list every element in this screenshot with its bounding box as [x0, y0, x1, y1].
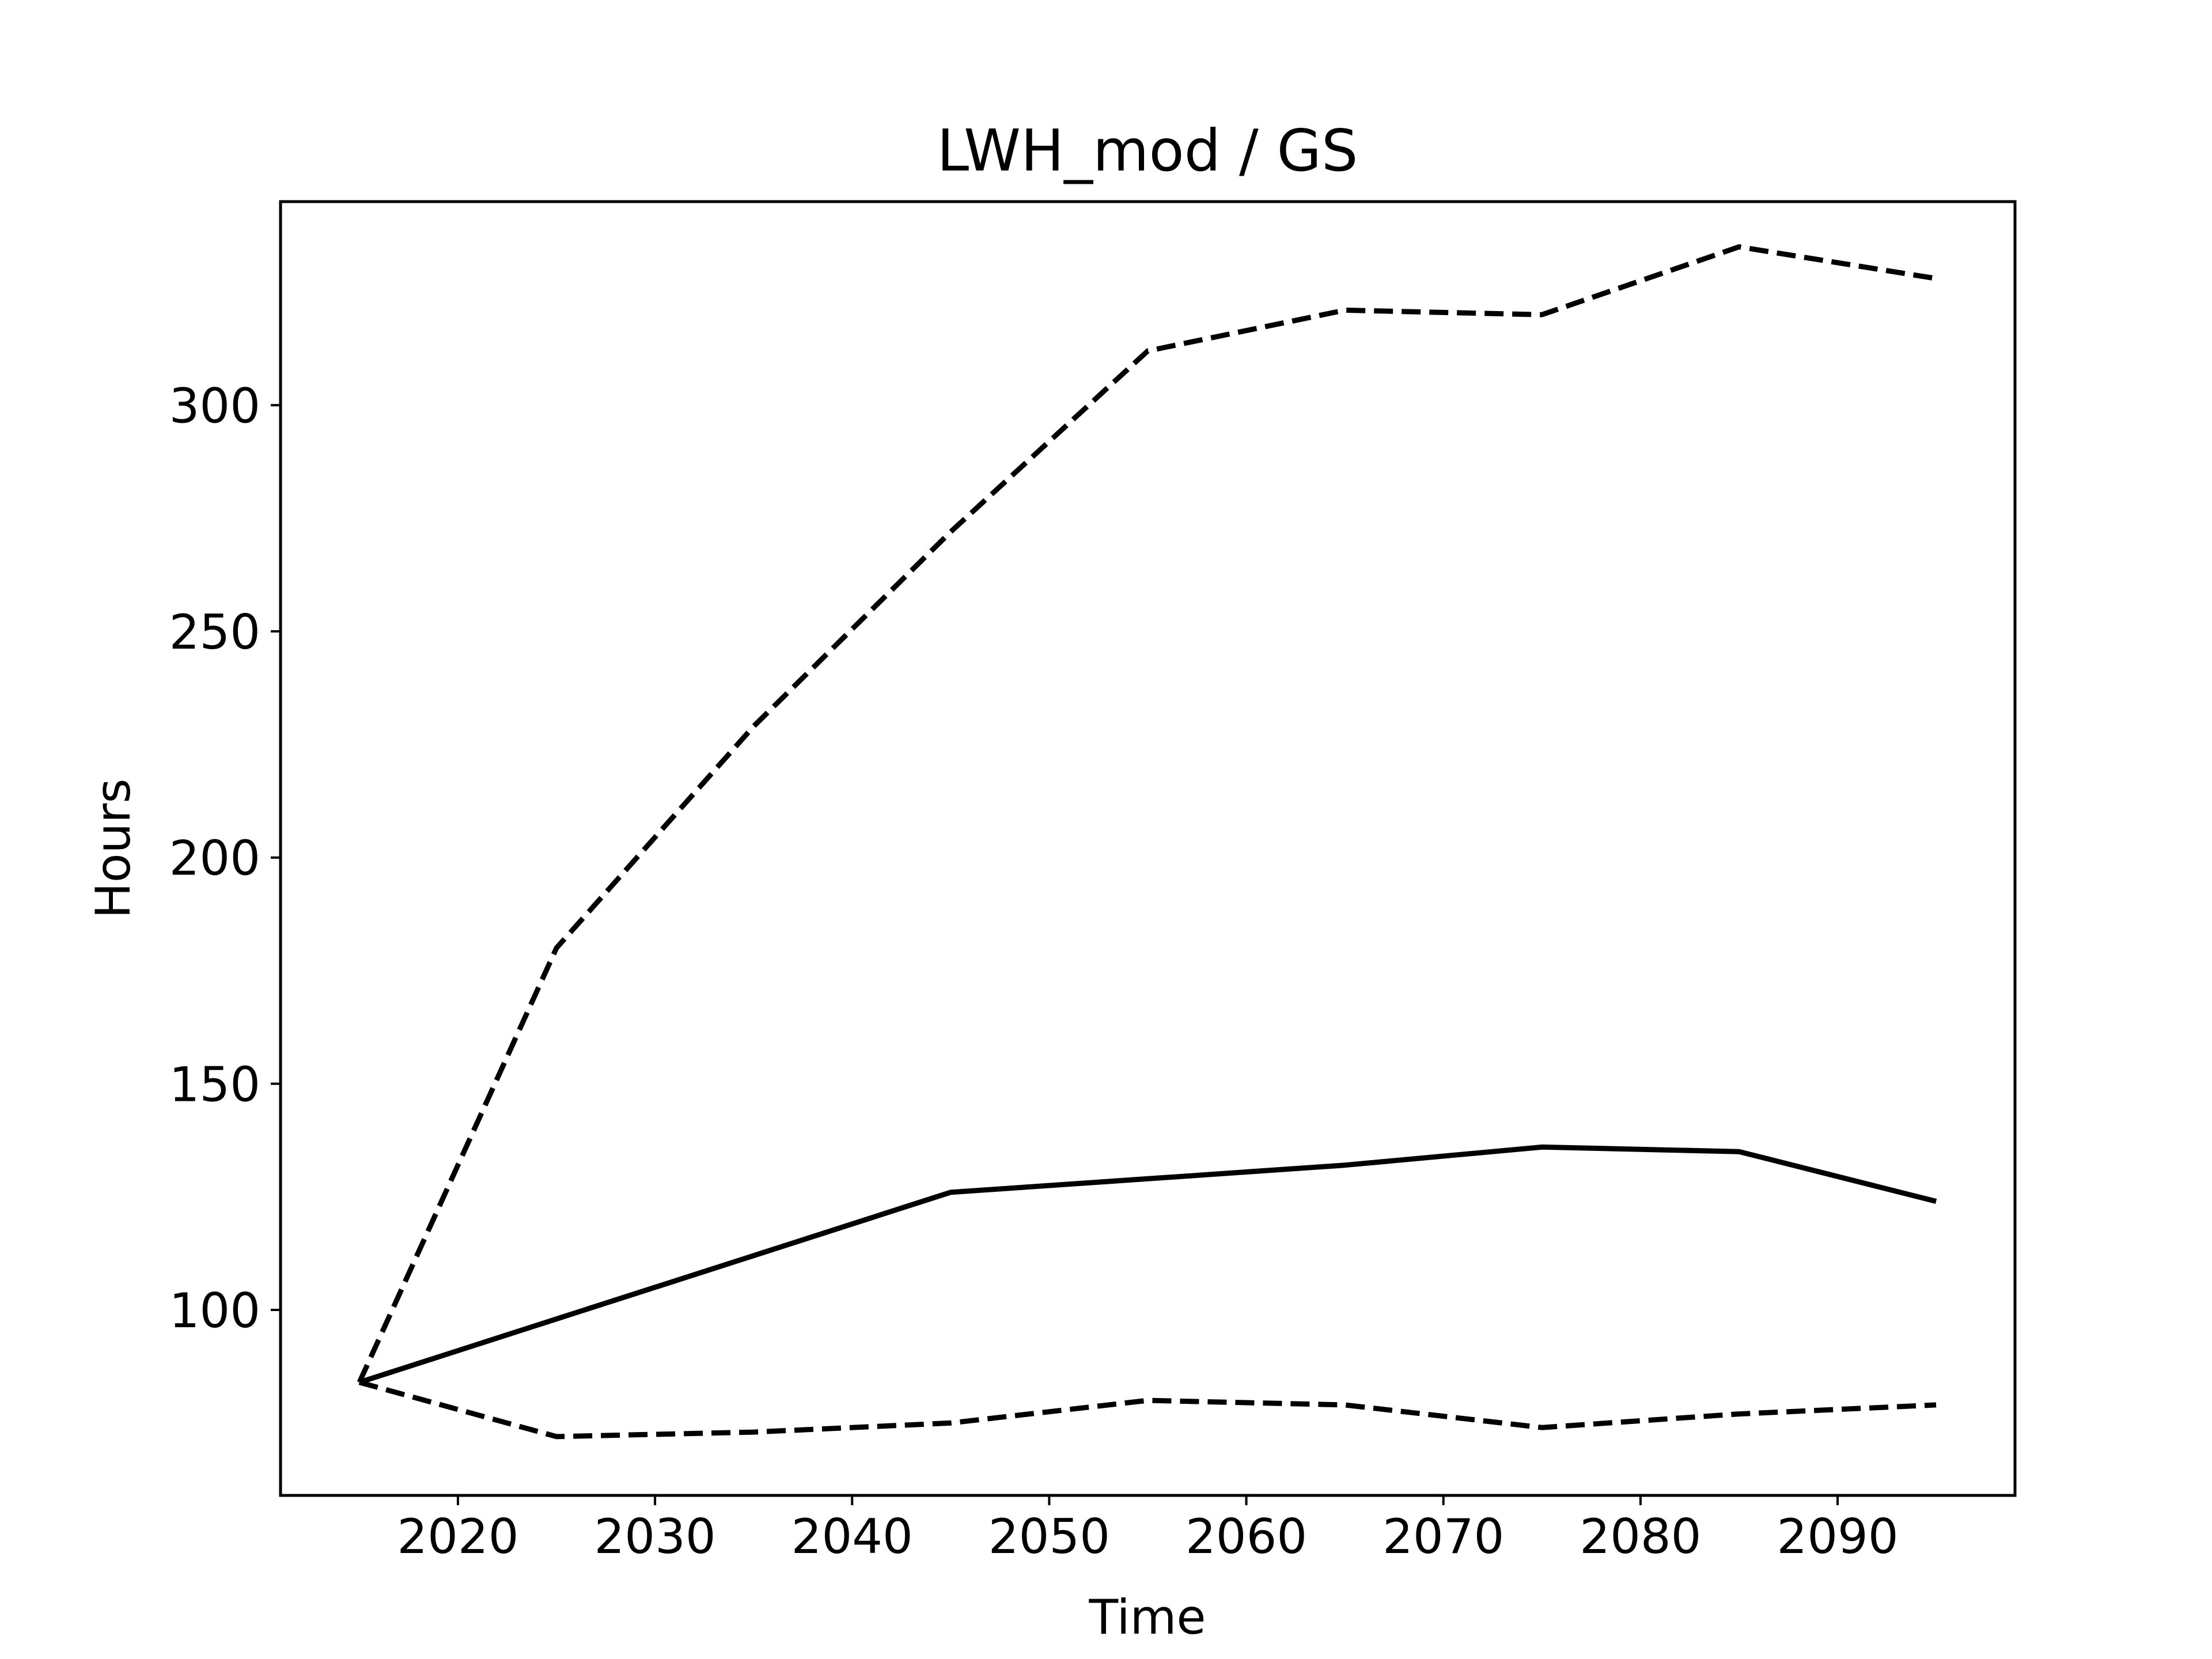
y-tick-label-100: 100 [169, 1283, 260, 1339]
y-tick-label-250: 250 [169, 604, 260, 660]
x-tick-label-2070: 2070 [1382, 1509, 1504, 1565]
x-tick-label-2080: 2080 [1580, 1509, 1701, 1565]
axes-layer: 2020 2030 2040 2050 2060 2070 2080 2090 100 150 20… [169, 378, 1899, 1565]
y-axis-label: Hours [85, 778, 141, 918]
x-tick-label-2060: 2060 [1185, 1509, 1307, 1565]
series-layer [357, 244, 1937, 1440]
series-line-1 [358, 1144, 1937, 1385]
y-tick-label-200: 200 [169, 831, 260, 887]
y-tick-label-300: 300 [169, 378, 260, 434]
x-tick-label-2090: 2090 [1777, 1509, 1898, 1565]
chart-title: LWH_mod / GS [937, 117, 1358, 184]
series-line-2 [357, 244, 1937, 1384]
plot-frame [279, 200, 2017, 1497]
x-tick-label-2020: 2020 [397, 1509, 518, 1565]
y-tick-label-150: 150 [169, 1056, 260, 1112]
x-axis-label: Time [1088, 1589, 1206, 1645]
x-tick-label-2050: 2050 [988, 1509, 1110, 1565]
x-tick-label-2030: 2030 [594, 1509, 715, 1565]
x-tick-label-2040: 2040 [791, 1509, 913, 1565]
